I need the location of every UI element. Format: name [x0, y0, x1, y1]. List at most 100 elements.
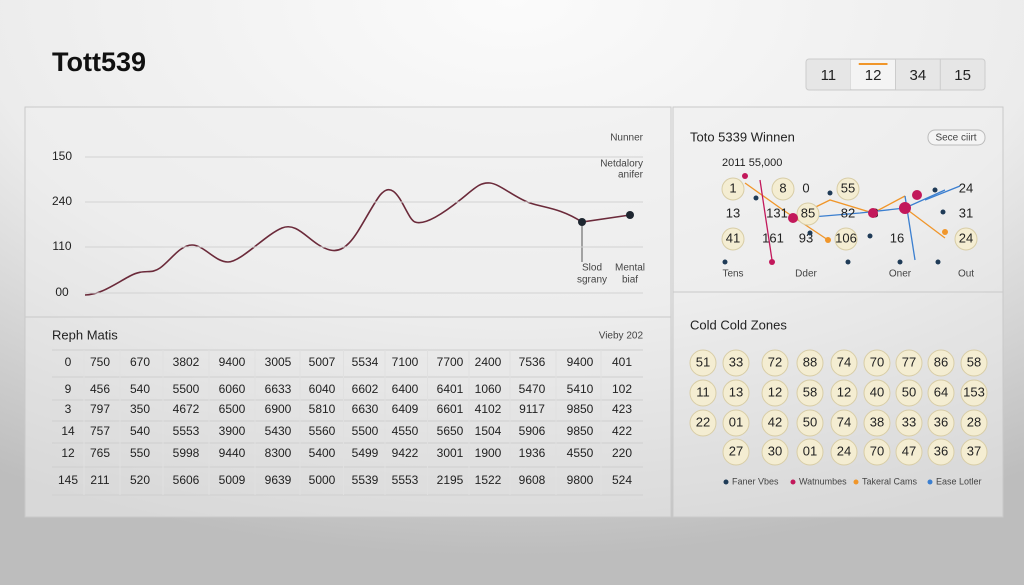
table-cell: 757: [90, 424, 110, 438]
table-cell: 5009: [219, 473, 246, 487]
panel-title: Toto 5339 Winnen: [690, 129, 795, 144]
ball-number: 31: [959, 205, 973, 220]
table-cell: 6401: [437, 382, 464, 396]
table-cell: 1060: [475, 382, 502, 396]
button-label[interactable]: Sece ciirt: [935, 133, 976, 144]
table-cell: 9440: [219, 446, 246, 460]
table-cell: 12: [61, 446, 75, 460]
ball: [863, 438, 891, 466]
ball: [834, 227, 858, 251]
legend-swatch: [723, 479, 729, 485]
table-cell: 5500: [352, 424, 379, 438]
ball: [761, 379, 789, 407]
ball-number: 30: [768, 443, 782, 458]
ball-number: 74: [837, 354, 851, 369]
tab[interactable]: 34: [910, 67, 927, 84]
legend-label: Faner Vbes: [732, 476, 779, 486]
ball-number: 131: [766, 205, 788, 220]
table-cell: 9422: [392, 446, 419, 460]
ball-number: 1: [729, 180, 736, 195]
ball-number: 36: [934, 414, 948, 429]
chart-label: Nunner: [610, 133, 643, 144]
table-cell: 7100: [392, 355, 419, 369]
table-cell: 520: [130, 473, 150, 487]
table-cell: 9850: [567, 402, 594, 416]
ball: [863, 349, 891, 377]
ball-number: 153: [963, 384, 985, 399]
ball-number: 11: [696, 384, 710, 399]
table-cell: 401: [612, 355, 632, 369]
ball: [895, 409, 923, 437]
table-cell: 6060: [219, 382, 246, 396]
table-cell: 3900: [219, 424, 246, 438]
ball: [796, 409, 824, 437]
tab[interactable]: 15: [954, 67, 971, 84]
ball: [927, 409, 955, 437]
table-cell: 6040: [309, 382, 336, 396]
table-cell: 765: [90, 446, 110, 460]
table-cell: 4672: [173, 402, 200, 416]
left-panel: [24, 106, 672, 518]
ball: [761, 409, 789, 437]
ball-cluster: 180552413131858283141161931061624TensDde…: [721, 177, 978, 280]
legend: Faner Vbes Watnumbes Takeral Cams Ease Lotl…: [723, 476, 982, 486]
table-cell: 9608: [519, 473, 546, 487]
table-cell: 6633: [265, 382, 292, 396]
ball-number: 85: [801, 205, 815, 220]
y-label: 110: [52, 239, 71, 253]
page-title: Tott539: [52, 47, 146, 77]
tab[interactable]: 11: [821, 67, 837, 84]
chart-label: sgrany: [577, 275, 607, 286]
table-cell: 422: [612, 424, 632, 438]
table-cell: 750: [90, 355, 110, 369]
table-cell: 102: [612, 382, 632, 396]
ball: [722, 349, 750, 377]
table-cell: 797: [90, 402, 110, 416]
ball-number: 106: [835, 230, 857, 245]
ball: [836, 177, 860, 201]
table-cell: 6602: [352, 382, 379, 396]
ball-number: 8: [779, 180, 786, 195]
ball-number: 41: [726, 230, 740, 245]
table-cell: 1504: [475, 424, 502, 438]
table-cell: 350: [130, 402, 150, 416]
table-cell: 5553: [392, 473, 419, 487]
table-cell: 14: [61, 424, 75, 438]
ball-number: 47: [902, 443, 916, 458]
table-cell: 5606: [173, 473, 200, 487]
ball-number: 70: [870, 443, 884, 458]
panel-title: Cold Cold Zones: [690, 317, 787, 332]
table-cell: 5499: [352, 446, 379, 460]
table-cell: 9800: [567, 473, 594, 487]
chart-label: biaf: [622, 275, 638, 286]
table-cell: 670: [130, 355, 150, 369]
ball: [722, 438, 750, 466]
table-cell: 5810: [309, 402, 336, 416]
ball-number: 27: [729, 443, 743, 458]
axis-label: Out: [958, 269, 974, 280]
table-cell: 5560: [309, 424, 336, 438]
chart-label: Netdalory: [600, 159, 643, 170]
tab[interactable]: 12: [865, 67, 882, 84]
ball-number: 50: [902, 384, 916, 399]
tab-bar: 11 12 34 15: [805, 58, 986, 91]
table-cell: 9639: [265, 473, 292, 487]
ball: [960, 409, 988, 437]
legend-label: Takeral Cams: [862, 476, 918, 486]
button[interactable]: [927, 129, 986, 146]
table-note: Vieby 202: [599, 331, 644, 342]
chart-label: Slod: [582, 263, 602, 274]
table-cell: 540: [130, 424, 150, 438]
table-cell: 456: [90, 382, 110, 396]
table-cell: 6409: [392, 402, 419, 416]
ball-number: 58: [803, 384, 817, 399]
ball-number: 82: [841, 205, 855, 220]
chart-label: anifer: [618, 170, 644, 181]
legend-label: Ease Lotler: [936, 476, 982, 486]
table-cell: 6601: [437, 402, 464, 416]
axis-label: Tens: [722, 269, 743, 280]
table-cell: 9400: [219, 355, 246, 369]
ball-number: 16: [890, 230, 904, 245]
ball: [863, 379, 891, 407]
table-cell: 6630: [352, 402, 379, 416]
